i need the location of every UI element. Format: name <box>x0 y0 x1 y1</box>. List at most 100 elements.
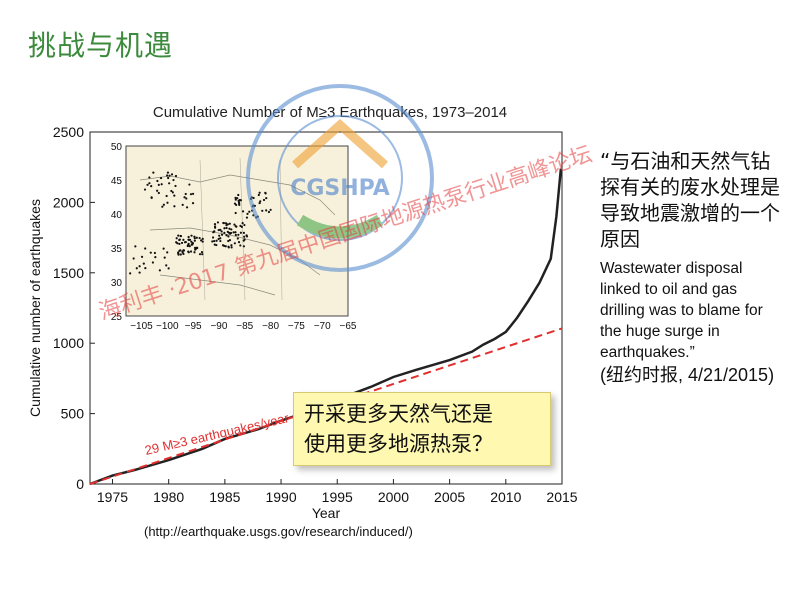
earthquake-dot <box>175 237 178 240</box>
earthquake-dot <box>170 189 173 193</box>
earthquake-dot <box>224 245 227 248</box>
earthquake-dot <box>193 237 196 240</box>
earthquake-dot <box>223 231 226 235</box>
x-tick-label: 1990 <box>265 489 296 505</box>
earthquake-dot <box>175 241 178 244</box>
inset-x-tick-label: −95 <box>185 321 202 332</box>
earthquake-dot <box>168 174 171 177</box>
earthquake-dot <box>265 209 268 212</box>
earthquake-dot <box>211 240 214 243</box>
earthquake-dot <box>198 236 201 240</box>
earthquake-dot <box>224 222 228 225</box>
earthquake-dot <box>238 202 241 205</box>
earthquake-dot <box>236 237 239 240</box>
earthquake-dot <box>154 255 157 259</box>
earthquake-dot <box>188 183 191 186</box>
x-tick-label: 1985 <box>209 489 240 505</box>
source-url: (http://earthquake.usgs.gov/research/ind… <box>144 524 413 539</box>
earthquake-dot <box>200 250 204 254</box>
earthquake-dot <box>191 192 195 195</box>
quote-chinese: “与石油和天然气钻探有关的废水处理是导致地震激增的一个原因 <box>600 149 780 251</box>
earthquake-dot <box>177 234 180 237</box>
earthquake-dot <box>150 196 153 199</box>
earthquake-dot <box>237 193 240 197</box>
earthquake-dot <box>163 256 166 259</box>
earthquake-dot <box>181 250 184 253</box>
earthquake-dot <box>181 203 184 206</box>
earthquake-dot <box>140 255 144 258</box>
x-tick-label: 2005 <box>434 489 465 505</box>
earthquake-dot <box>218 234 221 237</box>
earthquake-dot <box>157 191 160 195</box>
earthquake-dot <box>179 234 182 238</box>
earthquake-dot <box>153 251 157 255</box>
earthquake-dot <box>199 239 203 242</box>
earthquake-dot <box>190 234 193 237</box>
earthquake-dot <box>146 183 149 186</box>
earthquake-dot <box>242 239 245 242</box>
earthquake-dot <box>156 179 159 183</box>
earthquake-dot <box>245 234 248 237</box>
association-seal: CGSHPA <box>246 84 434 272</box>
earthquake-dot <box>269 208 272 211</box>
earthquake-dot <box>174 174 178 178</box>
earthquake-dot <box>242 245 246 248</box>
earthquake-dot <box>234 231 237 234</box>
inset-x-tick-label: −80 <box>262 321 279 332</box>
earthquake-dot <box>138 271 141 274</box>
inset-x-tick-label: −85 <box>236 321 253 332</box>
earthquake-dot <box>150 185 153 188</box>
earthquake-dot <box>226 230 229 234</box>
earthquake-dot <box>173 194 176 197</box>
x-axis: 1975 1980 1985 1990 1995 2000 2005 2010 2015 <box>97 479 578 505</box>
x-tick-label: 1995 <box>322 489 353 505</box>
y-tick-label: 1000 <box>53 335 84 351</box>
earthquake-dot <box>178 238 181 241</box>
earthquake-dot <box>243 235 246 238</box>
earthquake-dot <box>191 202 195 205</box>
inset-x-tick-label: −75 <box>288 321 305 332</box>
inset-y-tick-label: 45 <box>111 176 123 187</box>
x-tick-label: 1980 <box>153 489 184 505</box>
earthquake-dot <box>189 250 193 253</box>
earthquake-dot <box>162 203 165 206</box>
earthquake-dot <box>159 176 163 180</box>
earthquake-dot <box>170 173 174 176</box>
earthquake-dot <box>236 197 239 200</box>
earthquake-dot <box>157 183 160 186</box>
earthquake-dot <box>227 246 230 249</box>
earthquake-dot <box>182 252 185 256</box>
x-tick-label: 2000 <box>378 489 409 505</box>
earthquake-dot <box>191 243 194 246</box>
earthquake-dot <box>230 244 233 247</box>
inset-y-tick-label: 50 <box>111 142 123 153</box>
earthquake-dot <box>183 241 187 244</box>
inset-y-tick-label: 25 <box>111 312 123 323</box>
earthquake-dot <box>173 205 176 208</box>
earthquake-dot <box>151 261 155 264</box>
earthquake-dot <box>188 238 191 241</box>
earthquake-dot <box>161 205 164 208</box>
earthquake-dot <box>213 239 216 243</box>
earthquake-dot <box>237 241 241 244</box>
earthquake-dot <box>240 225 243 228</box>
quote-block: “与石油和天然气钻探有关的废水处理是导致地震激增的一个原因 Wastewater… <box>600 148 780 387</box>
earthquake-dot <box>234 211 237 215</box>
earthquake-dot <box>201 240 204 243</box>
earthquake-dot <box>225 226 228 230</box>
earthquake-dot <box>148 176 151 179</box>
earthquake-dot <box>213 223 217 226</box>
earthquake-dot <box>221 244 225 247</box>
earthquake-dot <box>132 257 135 260</box>
earthquake-dot <box>185 206 189 209</box>
x-tick-label: 2015 <box>546 489 577 505</box>
earthquake-dot <box>228 222 231 225</box>
question-line-2: 使用更多地源热泵？ <box>304 432 493 456</box>
earthquake-dot <box>184 192 187 196</box>
earthquake-dot <box>201 237 204 241</box>
earthquake-dot <box>246 212 249 215</box>
earthquake-dot <box>234 198 237 201</box>
earthquake-dot <box>242 231 245 234</box>
earthquake-dot <box>226 223 229 226</box>
y-tick-label: 500 <box>61 406 85 422</box>
